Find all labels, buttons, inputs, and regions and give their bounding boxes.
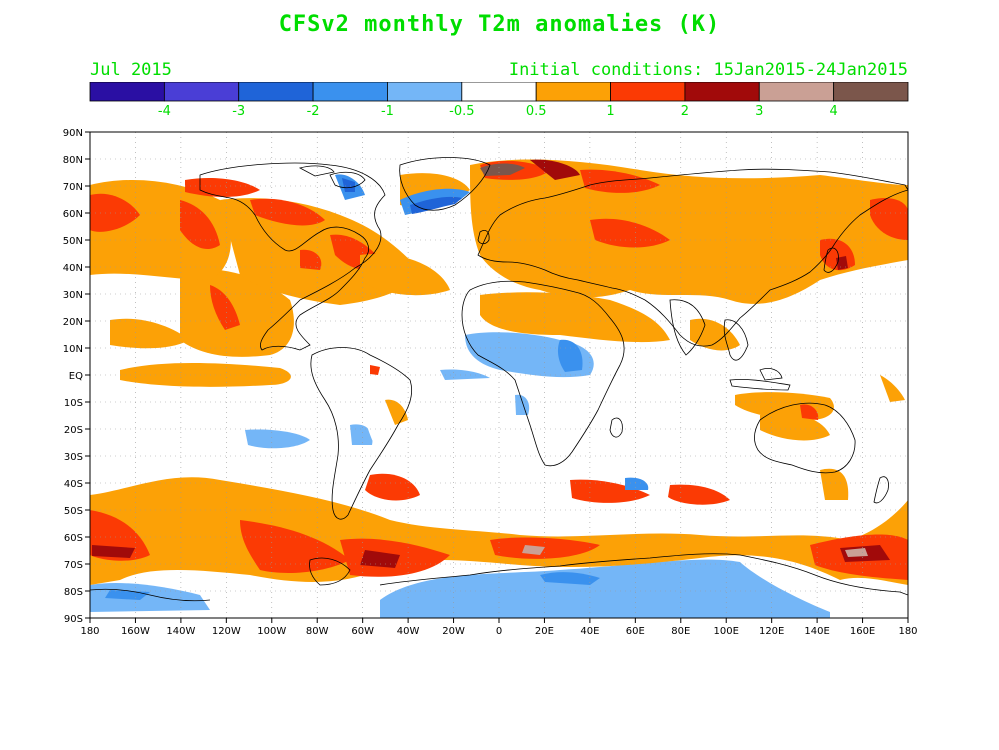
lon-label: 100W: [257, 626, 286, 637]
lat-label: 20S: [64, 425, 83, 436]
lat-label: 90N: [63, 128, 83, 139]
lat-label: 90S: [64, 614, 83, 625]
lat-label: 40N: [63, 263, 83, 274]
lon-label: 60W: [351, 626, 374, 637]
lat-label: 70N: [63, 182, 83, 193]
grid: 90N 80N 70N 60N 50N 40N 30N 20N 10N EQ 10S 20S 30S 40…: [63, 128, 918, 637]
lat-label: 10S: [64, 398, 83, 409]
coastlines: [90, 157, 908, 602]
lat-label: 70S: [64, 560, 83, 571]
lat-label: 60N: [63, 209, 83, 220]
lat-label: EQ: [69, 371, 83, 382]
lat-label: 80N: [63, 155, 83, 166]
colorbar-tick-label: -3: [232, 104, 246, 119]
lat-label: 30S: [64, 452, 83, 463]
lon-label: 160E: [850, 626, 875, 637]
lat-label: 10N: [63, 344, 83, 355]
colorbar-tick-label: 0.5: [525, 104, 547, 119]
lon-label: 160W: [121, 626, 150, 637]
colorbar-swatch: [833, 82, 909, 102]
colorbar-tick-label: 1: [606, 104, 615, 119]
lat-label: 60S: [64, 533, 83, 544]
lat-label: 40S: [64, 479, 83, 490]
colorbar-tick-label: -1: [380, 104, 394, 119]
lon-label: 20W: [442, 626, 465, 637]
colorbar-tick-label: -0.5: [449, 104, 475, 119]
colorbar-tick-label: 2: [680, 104, 690, 119]
lon-label: 140E: [804, 626, 829, 637]
lon-label: 120E: [759, 626, 784, 637]
initial-conditions: Initial conditions: 15Jan2015-24Jan2015: [508, 60, 908, 80]
lat-label: 50S: [64, 506, 83, 517]
lat-label: 80S: [64, 587, 83, 598]
lon-label: 40W: [397, 626, 420, 637]
lat-label: 20N: [63, 317, 83, 328]
lon-label: 100E: [714, 626, 739, 637]
lon-label: 80W: [306, 626, 329, 637]
lon-label: 20E: [535, 626, 554, 637]
colorbar-tick-label: 3: [755, 104, 764, 119]
lon-label: 180: [80, 626, 99, 637]
colorbar-tick-label: 4: [829, 104, 838, 119]
lon-label: 120W: [212, 626, 241, 637]
lon-label: 60E: [626, 626, 645, 637]
lon-label: 80E: [671, 626, 690, 637]
lat-label: 30N: [63, 290, 83, 301]
lon-label: 180: [898, 626, 917, 637]
lat-label: 50N: [63, 236, 83, 247]
lon-label: 40E: [580, 626, 599, 637]
anomaly-shading: [90, 159, 908, 618]
map-title: CFSv2 monthly T2m anomalies (K): [278, 12, 721, 37]
lon-label: 140W: [166, 626, 195, 637]
forecast-month: Jul 2015: [90, 60, 172, 80]
lon-label: 0: [496, 626, 502, 637]
colorbar-tick-label: -2: [306, 104, 320, 119]
colorbar: [89, 82, 909, 102]
colorbar-tick-label: -4: [157, 104, 171, 119]
